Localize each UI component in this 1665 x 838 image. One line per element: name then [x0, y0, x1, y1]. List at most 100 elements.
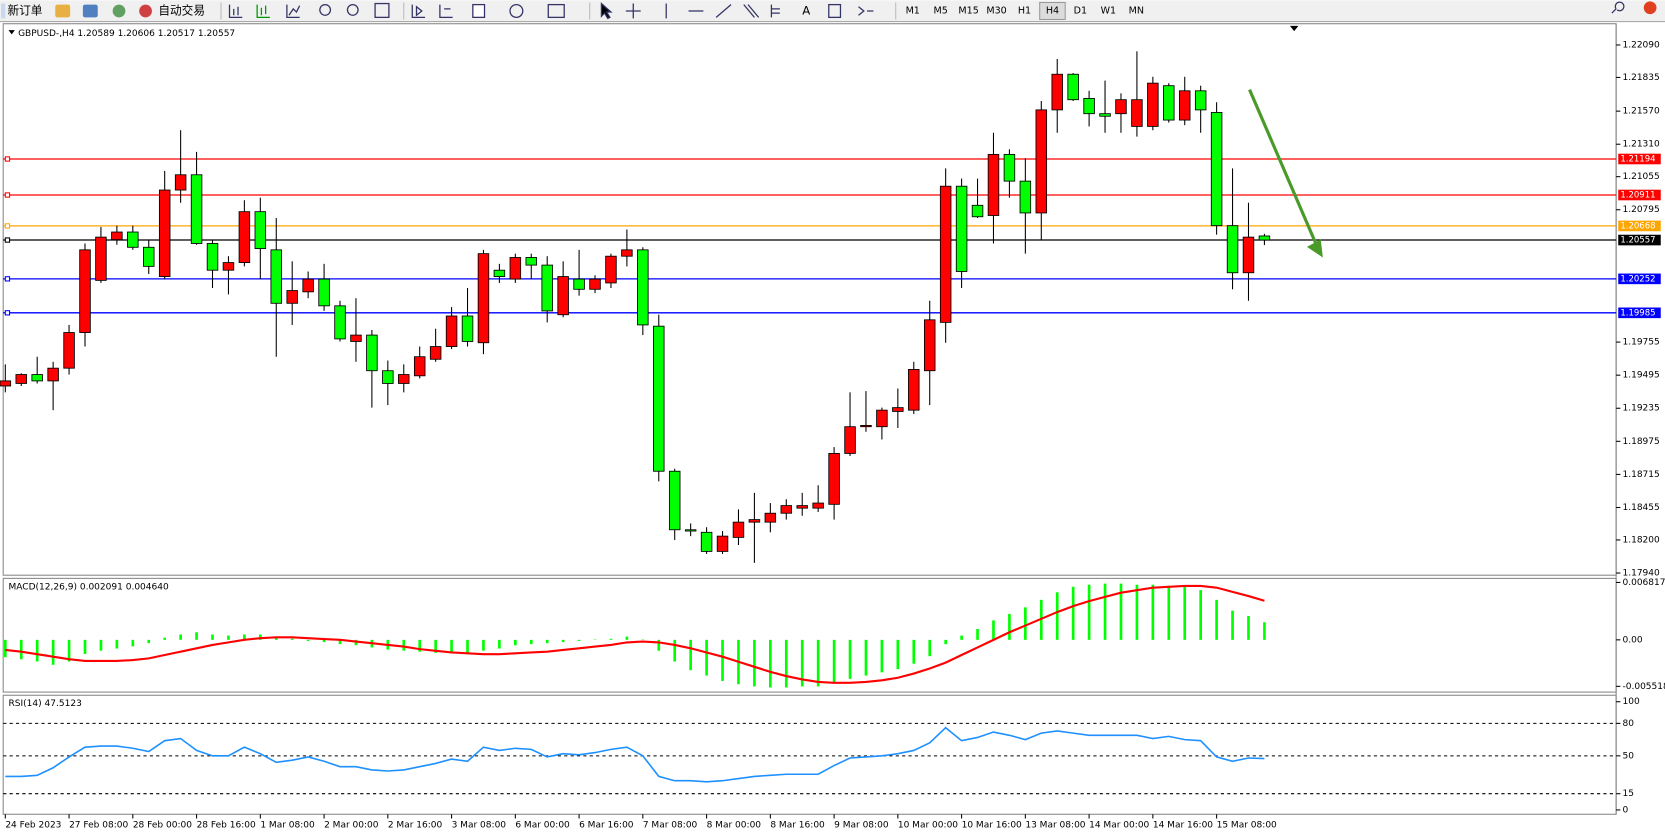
candle-body — [764, 512, 777, 523]
y-tick-label: 50 — [1622, 751, 1634, 761]
candle-body — [892, 407, 904, 412]
x-tick-label: 6 Mar 00:00 — [515, 820, 570, 830]
candle-body — [939, 185, 952, 323]
x-tick-label: 28 Feb 00:00 — [133, 820, 192, 830]
candle-body — [111, 231, 123, 241]
y-tick-label: 1.21310 — [1622, 140, 1660, 150]
timeframe-button[interactable]: M15 — [958, 5, 978, 16]
text-tool[interactable]: A — [802, 3, 810, 17]
candle-body — [222, 262, 235, 271]
level-handle — [4, 237, 11, 243]
label-tool[interactable] — [828, 3, 842, 18]
candle-body — [1067, 73, 1079, 101]
new-order-button[interactable]: 新订单 — [7, 3, 42, 17]
x-tick-label: 27 Feb 08:00 — [69, 820, 128, 830]
timeframe-button[interactable]: M30 — [986, 5, 1006, 16]
zoom-out-icon[interactable] — [346, 3, 359, 16]
x-tick-label: 10 Mar 16:00 — [962, 820, 1022, 830]
candle-body — [971, 204, 984, 218]
candle-body — [31, 374, 43, 382]
search-icon[interactable] — [1611, 1, 1625, 14]
y-tick-label: 1.19755 — [1622, 338, 1659, 348]
candle-icon[interactable] — [256, 4, 270, 18]
y-tick-label: -0.005518 — [1622, 682, 1665, 692]
candle-body — [509, 257, 522, 280]
candle-body — [63, 332, 75, 369]
candle-body — [95, 236, 107, 281]
signal-line — [5, 584, 1265, 684]
candle-body — [1083, 98, 1095, 115]
timeframe-button[interactable]: M5 — [934, 5, 948, 16]
icon[interactable] — [112, 4, 126, 18]
level-label: 1.20557 — [1620, 236, 1655, 246]
channel-icon[interactable] — [743, 4, 760, 18]
timeframe-button[interactable]: M1 — [906, 5, 920, 16]
indicators-icon[interactable] — [472, 3, 486, 18]
candle-body — [987, 153, 1000, 216]
level-label-bg — [1618, 153, 1661, 165]
candle-body — [668, 470, 681, 531]
candle-body — [127, 231, 139, 248]
autoscroll-icon[interactable] — [411, 4, 426, 18]
tile-icon[interactable] — [374, 2, 390, 18]
level-handle — [4, 156, 11, 162]
fibo-icon[interactable] — [770, 4, 780, 18]
zoom-in-icon[interactable] — [319, 3, 332, 16]
x-tick-label: 6 Mar 16:00 — [579, 820, 634, 830]
candle-body — [398, 374, 410, 384]
candle-body — [1147, 82, 1159, 127]
candle-body — [190, 174, 203, 244]
candle-body — [1194, 90, 1207, 111]
bar-chart-icon[interactable] — [228, 4, 243, 18]
timeframe-button[interactable]: H4 — [1046, 5, 1059, 16]
periods-icon[interactable] — [509, 3, 524, 18]
tool-icons: A — [228, 1, 1625, 20]
candle-body — [908, 369, 920, 411]
notification-badge[interactable] — [1643, 1, 1657, 15]
candle-body — [955, 185, 968, 272]
timeframe-button[interactable]: D1 — [1074, 5, 1087, 16]
macd-title: MACD(12,26,9) 0.002091 0.004640 — [9, 582, 170, 592]
level-handle — [4, 310, 11, 316]
annotation-arrowhead — [1306, 239, 1323, 258]
templates-icon[interactable] — [547, 3, 565, 18]
y-tick-label: 1.22090 — [1622, 40, 1660, 50]
icon[interactable] — [55, 4, 71, 18]
y-tick-label: 0 — [1622, 805, 1628, 815]
new-order-icon[interactable] — [1, 3, 6, 19]
x-tick-label: 8 Mar 16:00 — [770, 820, 825, 830]
y-tick-label: 0.006817 — [1622, 578, 1665, 588]
timeframe-button[interactable]: MN — [1129, 5, 1144, 16]
candle-body — [748, 519, 761, 523]
candle-body — [637, 249, 649, 326]
level-label: 1.20911 — [1620, 191, 1655, 201]
auto-trading-button[interactable]: 自动交易 — [158, 3, 205, 17]
level-handle — [4, 192, 11, 198]
candle-body — [557, 276, 569, 316]
line-chart-icon[interactable] — [286, 4, 301, 18]
candle-body — [158, 189, 171, 277]
crosshair-icon[interactable] — [625, 3, 641, 19]
candle-body — [79, 249, 91, 333]
arrows-tool[interactable] — [858, 6, 874, 16]
x-tick-label: 15 Mar 08:00 — [1217, 820, 1277, 830]
candle-body — [143, 246, 155, 267]
trendline-icon[interactable] — [715, 4, 732, 18]
candle-body — [493, 269, 506, 277]
x-tick-label: 14 Mar 00:00 — [1089, 820, 1149, 830]
y-tick-label: 1.18455 — [1622, 503, 1659, 513]
active-timeframe — [1039, 1, 1066, 21]
candle-body — [1035, 109, 1048, 214]
shift-icon[interactable] — [439, 4, 453, 18]
auto-trading-icon[interactable] — [139, 4, 152, 18]
x-tick-label: 2 Mar 16:00 — [388, 820, 443, 830]
timeframe-button[interactable]: H1 — [1018, 5, 1031, 16]
candle-body — [541, 264, 553, 312]
cursor-icon[interactable] — [600, 2, 613, 20]
toolbar: 新订单 自动交易 A — [0, 0, 1665, 23]
level-label-bg — [1618, 273, 1661, 285]
timeframe-button[interactable]: W1 — [1101, 5, 1117, 16]
icon[interactable] — [82, 4, 98, 18]
y-tick-label: 1.21835 — [1622, 73, 1659, 83]
level-label-bg — [1618, 307, 1661, 319]
